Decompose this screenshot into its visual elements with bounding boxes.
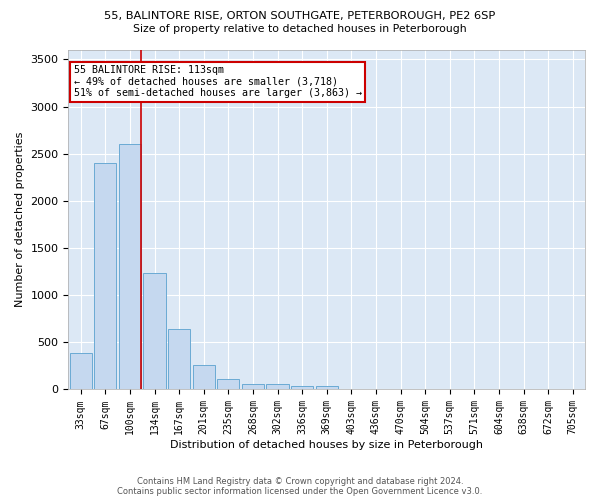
Bar	[193, 365, 215, 390]
Bar	[119, 144, 141, 390]
Bar	[143, 272, 166, 390]
Bar	[266, 384, 289, 390]
Text: 55, BALINTORE RISE, ORTON SOUTHGATE, PETERBOROUGH, PE2 6SP: 55, BALINTORE RISE, ORTON SOUTHGATE, PET…	[104, 11, 496, 21]
X-axis label: Distribution of detached houses by size in Peterborough: Distribution of detached houses by size …	[170, 440, 483, 450]
Bar	[316, 386, 338, 390]
Text: Contains HM Land Registry data © Crown copyright and database right 2024.
Contai: Contains HM Land Registry data © Crown c…	[118, 476, 482, 496]
Text: Size of property relative to detached houses in Peterborough: Size of property relative to detached ho…	[133, 24, 467, 34]
Text: 55 BALINTORE RISE: 113sqm
← 49% of detached houses are smaller (3,718)
51% of se: 55 BALINTORE RISE: 113sqm ← 49% of detac…	[74, 66, 362, 98]
Bar	[242, 384, 264, 390]
Bar	[94, 163, 116, 390]
Bar	[168, 329, 190, 390]
Bar	[217, 379, 239, 390]
Y-axis label: Number of detached properties: Number of detached properties	[15, 132, 25, 308]
Bar	[291, 386, 313, 390]
Bar	[70, 352, 92, 390]
